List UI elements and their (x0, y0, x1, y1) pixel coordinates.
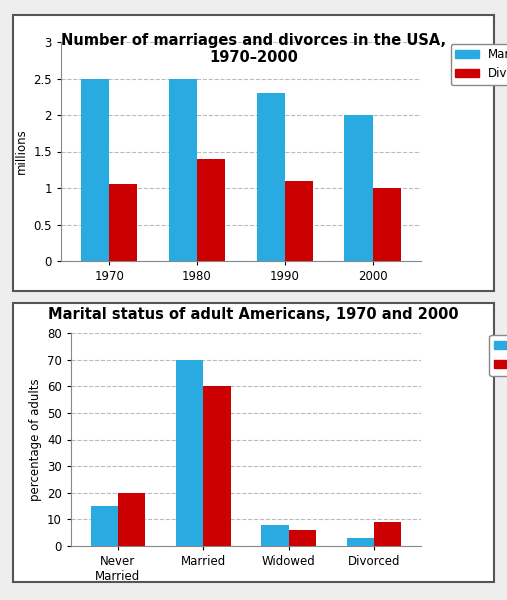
Bar (288, 530, 316, 546)
Bar (169, 79, 197, 261)
Legend: Marriages, Divorces: Marriages, Divorces (451, 44, 507, 85)
Bar (347, 538, 374, 546)
Bar (257, 93, 285, 261)
Bar (373, 188, 401, 261)
Bar (203, 386, 231, 546)
Bar (81, 79, 109, 261)
Legend: 1970, 2000: 1970, 2000 (489, 335, 507, 376)
Bar (374, 522, 401, 546)
Bar (109, 184, 137, 261)
Bar (176, 359, 203, 546)
Bar (261, 524, 288, 546)
Y-axis label: percentage of adults: percentage of adults (28, 378, 42, 501)
Bar (91, 506, 118, 546)
Bar (197, 159, 225, 261)
Text: Number of marriages and divorces in the USA,
1970–2000: Number of marriages and divorces in the … (61, 33, 446, 65)
Bar (285, 181, 313, 261)
Text: Marital status of adult Americans, 1970 and 2000: Marital status of adult Americans, 1970 … (48, 307, 459, 322)
Y-axis label: millions: millions (15, 128, 28, 175)
Bar (118, 493, 145, 546)
Bar (344, 115, 373, 261)
